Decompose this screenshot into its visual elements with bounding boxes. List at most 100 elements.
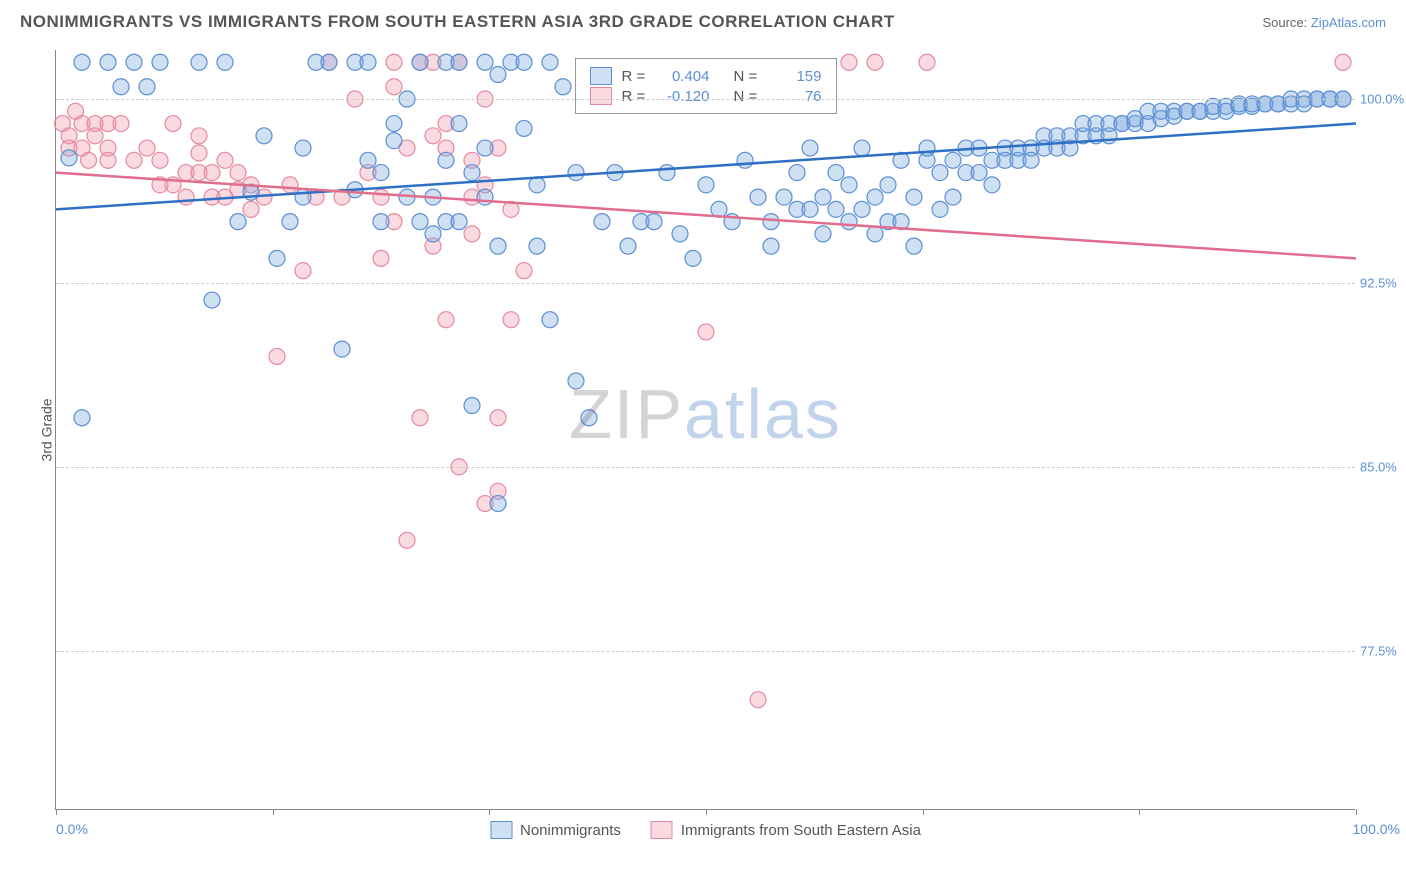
data-point [490,496,506,512]
data-point [412,410,428,426]
data-point [204,165,220,181]
data-point [451,54,467,70]
data-point [763,238,779,254]
data-point [945,152,961,168]
y-tick-label: 77.5% [1360,643,1406,658]
data-point [854,140,870,156]
legend-swatch [590,67,612,85]
data-point [100,152,116,168]
correlation-legend: R =0.404N =159R =-0.120N =76 [575,58,837,114]
data-point [828,201,844,217]
data-point [802,201,818,217]
legend-n-value: 76 [772,88,822,105]
data-point [360,152,376,168]
data-point [412,214,428,230]
data-point [269,348,285,364]
data-point [139,79,155,95]
data-point [269,250,285,266]
data-point [217,54,233,70]
data-point [334,341,350,357]
data-point [945,189,961,205]
legend-row: R =0.404N =159 [590,67,822,85]
data-point [217,152,233,168]
y-tick-label: 100.0% [1360,92,1406,107]
data-point [81,152,97,168]
data-point [477,189,493,205]
legend-swatch [590,87,612,105]
data-point [698,324,714,340]
data-point [581,410,597,426]
data-point [932,165,948,181]
data-point [698,177,714,193]
header: NONIMMIGRANTS VS IMMIGRANTS FROM SOUTH E… [0,0,1406,40]
legend-r-value: -0.120 [660,88,710,105]
data-point [373,165,389,181]
x-axis-min-label: 0.0% [56,821,88,837]
data-point [191,128,207,144]
legend-r-label: R = [622,88,650,105]
gridline [56,283,1355,284]
gridline [56,99,1355,100]
data-point [932,201,948,217]
data-point [282,177,298,193]
data-point [386,116,402,132]
x-tick-mark [489,809,490,815]
data-point [152,152,168,168]
data-point [867,226,883,242]
chart-area: 3rd Grade ZIPatlas R =0.404N =159R =-0.1… [55,50,1355,810]
data-point [529,238,545,254]
data-point [542,312,558,328]
data-point [373,250,389,266]
data-point [360,54,376,70]
data-point [74,410,90,426]
data-point [100,116,116,132]
data-point [113,79,129,95]
data-point [594,214,610,230]
data-point [971,165,987,181]
legend-n-label: N = [734,88,762,105]
x-tick-mark [1139,809,1140,815]
data-point [841,214,857,230]
data-point [438,312,454,328]
data-point [646,214,662,230]
data-point [373,214,389,230]
scatter-svg [56,50,1355,809]
data-point [906,238,922,254]
data-point [737,152,753,168]
data-point [386,79,402,95]
legend-n-value: 159 [772,68,822,85]
gridline [56,467,1355,468]
data-point [295,263,311,279]
data-point [256,128,272,144]
trend-line [56,124,1356,210]
legend-row: R = -0.120 N = 76 [590,87,822,105]
data-point [204,292,220,308]
x-tick-mark [56,809,57,815]
gridline [56,651,1355,652]
x-tick-mark [706,809,707,815]
data-point [100,54,116,70]
data-point [516,54,532,70]
data-point [620,238,636,254]
source-label: Source: ZipAtlas.com [1262,15,1386,30]
data-point [815,189,831,205]
data-point [490,67,506,83]
y-tick-label: 85.0% [1360,459,1406,474]
y-axis-label: 3rd Grade [39,398,55,461]
plot-area: ZIPatlas R =0.404N =159R =-0.120N =76 No… [55,50,1355,810]
data-point [139,140,155,156]
legend-n-label: N = [734,68,762,85]
source-link[interactable]: ZipAtlas.com [1311,15,1386,30]
data-point [750,692,766,708]
data-point [87,128,103,144]
data-point [880,177,896,193]
data-point [477,54,493,70]
data-point [412,54,428,70]
data-point [451,116,467,132]
data-point [386,54,402,70]
data-point [763,214,779,230]
data-point [477,140,493,156]
data-point [672,226,688,242]
data-point [776,189,792,205]
data-point [165,116,181,132]
